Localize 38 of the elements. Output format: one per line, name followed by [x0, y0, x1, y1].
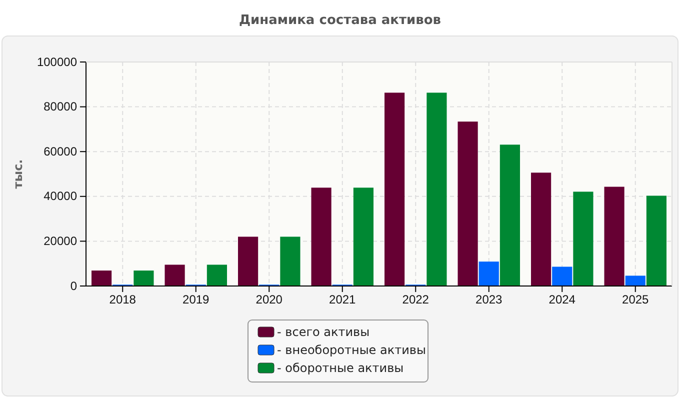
- bar: [311, 188, 332, 286]
- bar: [134, 270, 154, 286]
- bar: [92, 270, 112, 286]
- x-tick-label: 2025: [622, 292, 650, 307]
- bar: [646, 196, 666, 286]
- bar: [500, 144, 520, 286]
- bar: [238, 236, 258, 286]
- y-tick-label: 40000: [44, 189, 78, 204]
- legend-label: - оборотные активы: [277, 361, 404, 375]
- bar: [353, 188, 374, 286]
- y-tick-label: 80000: [44, 100, 78, 114]
- bar: [478, 262, 499, 286]
- x-tick-label: 2021: [329, 292, 356, 307]
- bar: [552, 266, 572, 286]
- y-tick-label: 20000: [44, 234, 78, 248]
- x-tick-label: 2023: [476, 292, 503, 307]
- bar: [458, 122, 478, 286]
- bar: [426, 92, 447, 286]
- y-tick-label: 0: [70, 278, 78, 293]
- bar: [625, 276, 646, 286]
- legend-label: - внеоборотные активы: [277, 343, 426, 357]
- bar: [531, 172, 552, 286]
- x-tick-label: 2019: [182, 292, 210, 307]
- y-tick-label: 60000: [44, 144, 78, 158]
- bar: [573, 192, 594, 286]
- x-tick-label: 2018: [109, 292, 136, 307]
- bar: [604, 186, 624, 286]
- y-tick-label: 100000: [36, 54, 78, 69]
- bar: [206, 264, 227, 286]
- x-tick-label: 2020: [256, 292, 283, 307]
- bar: [164, 264, 185, 286]
- bar: [280, 236, 300, 286]
- bar: [384, 92, 405, 286]
- y-axis-title: тыс.: [11, 159, 25, 189]
- x-tick-label: 2024: [548, 292, 576, 307]
- legend-label: - всего активы: [277, 325, 370, 339]
- chart-title: Динамика состава активов: [238, 13, 442, 28]
- x-tick-label: 2022: [402, 292, 430, 307]
